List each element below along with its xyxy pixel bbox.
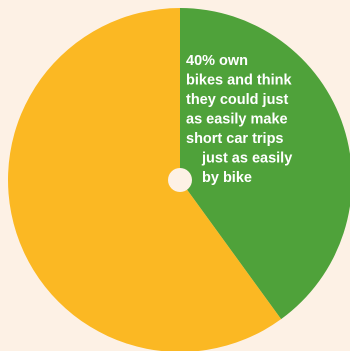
- slice-label-line: by bike: [202, 170, 252, 186]
- slice-label-line: 40% own: [186, 53, 248, 69]
- slice-label-line: as easily make: [186, 112, 288, 128]
- slice-label-line: they could just: [186, 92, 288, 108]
- center-hole: [168, 168, 192, 192]
- pie-slice-1: [8, 8, 282, 351]
- slice-label-line: bikes and think: [186, 73, 292, 89]
- slice-label-line: just as easily: [201, 151, 292, 167]
- pie-slices: [8, 8, 350, 351]
- pie-slice-0: [180, 8, 350, 320]
- slice-label-own-bikes: 40% own bikes and think they could just as …: [186, 53, 292, 186]
- slice-label-line: short car trips: [186, 131, 284, 147]
